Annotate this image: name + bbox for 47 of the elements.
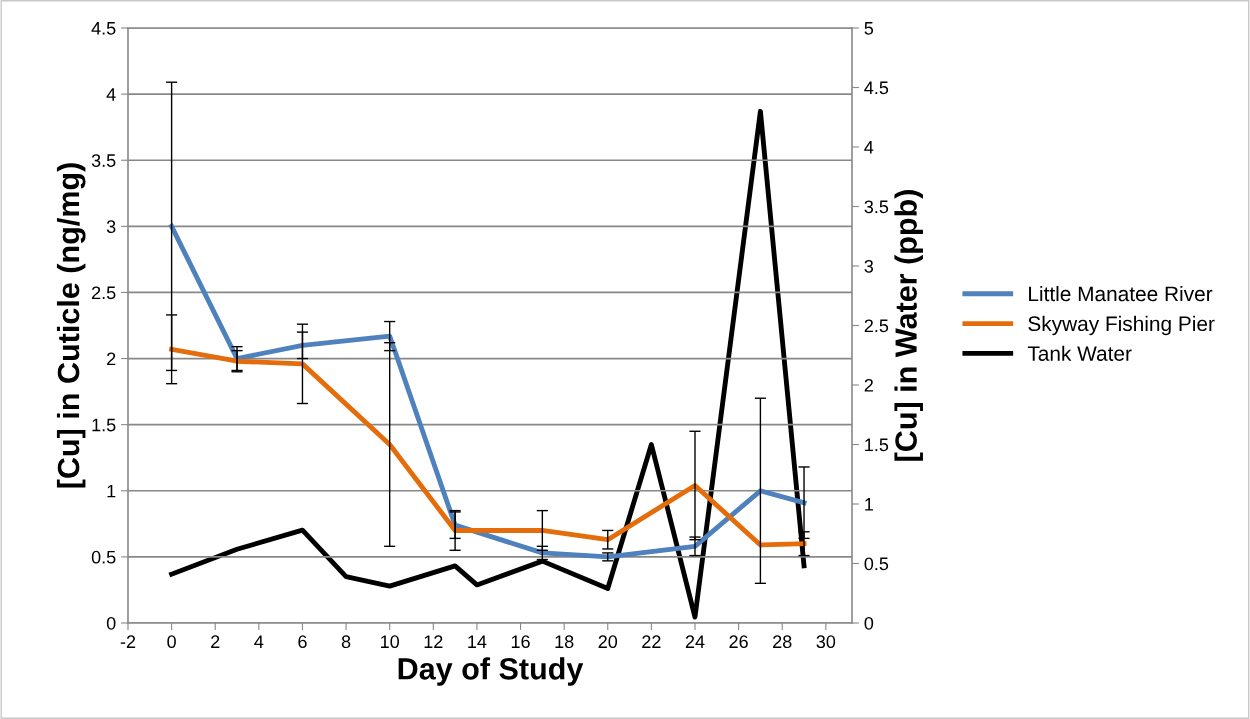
legend-label: Skyway Fishing Pier [1028,315,1215,336]
x-tick-label: 0 [167,635,176,649]
y-tick-label: 3.5 [91,154,116,167]
y2-tick-label: 4.5 [864,81,889,95]
y2-tick-label: 2.5 [864,319,889,333]
x-tick-label: -2 [120,635,136,648]
y2-tick-label: 3 [864,259,874,273]
y-tick-label: 2 [107,352,116,366]
x-tick-label: 2 [211,635,220,648]
y2-tick-label: 5 [864,22,874,35]
legend-label: Little Manatee River [1029,285,1213,302]
x-tick-label: 6 [298,635,307,649]
y2-tick-label: 1.5 [865,438,889,452]
y-tick-label: 4 [106,88,116,101]
x-tick-label: 10 [381,635,400,649]
x-tick-label: 26 [729,635,748,649]
line-series [169,108,807,620]
x-tick-label: 18 [555,635,574,649]
y2-tick-label: 4 [864,141,874,154]
x-tick-label: 30 [816,635,836,649]
y2-tick-label: 0 [864,616,874,630]
x-tick-label: 12 [424,635,443,648]
legend-label: Tank Water [1027,345,1132,361]
y-tick-label: 0.5 [91,550,116,564]
y2-tick-label: 0.5 [864,557,889,571]
x-tick-label: 20 [598,635,618,649]
y2-tick-label: 1 [865,498,873,511]
line-series [169,346,807,548]
y-tick-label: 1.5 [92,418,116,432]
y-tick-label: 1 [107,484,116,498]
y-axis-title: [Cu] in Cuticle (ng/mg) [56,163,86,488]
y2-tick-label: 2 [864,378,873,392]
x-tick-label: 16 [511,635,530,649]
x-tick-label: 4 [254,635,264,648]
x-tick-label: 14 [468,635,487,648]
x-tick-label: 24 [685,635,705,648]
y-tick-label: 2.5 [92,286,116,300]
y-tick-label: 0 [106,616,116,630]
x-tick-label: 8 [341,635,351,649]
y-tick-label: 4.5 [91,22,116,35]
y2-tick-label: 3.5 [864,200,889,214]
y-tick-label: 3 [106,220,116,234]
y2-axis-title: [Cu] in Water (ppb) [894,190,923,461]
line-series [169,223,807,560]
x-tick-label: 28 [773,635,792,649]
x-axis-title: Day of Study [398,657,584,686]
x-tick-label: 22 [642,635,661,648]
